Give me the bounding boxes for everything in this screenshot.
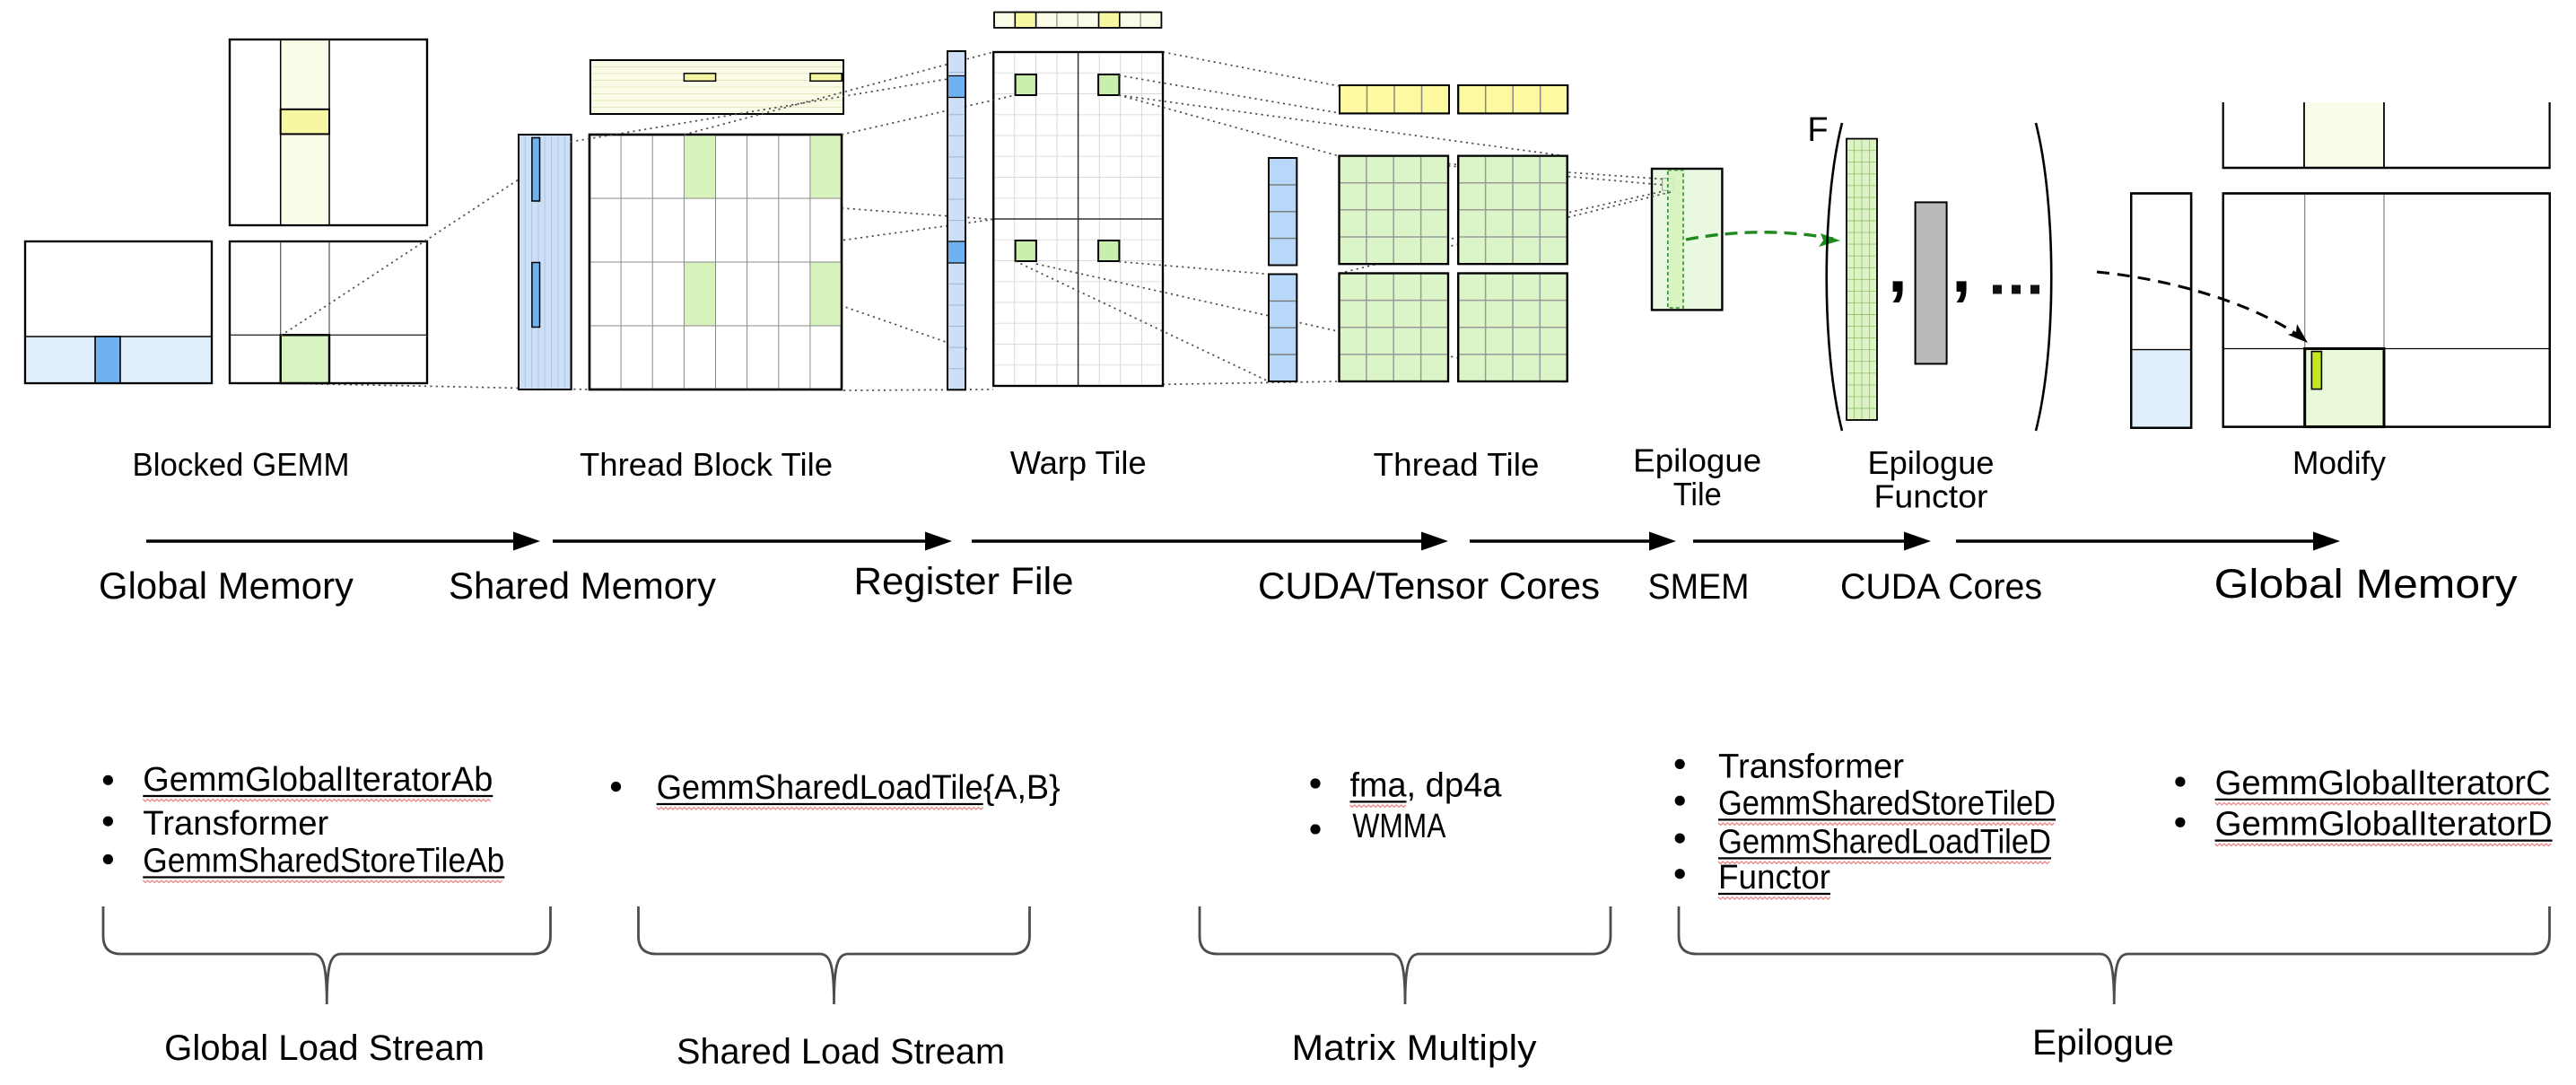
svg-text:Thread Tile: Thread Tile: [1374, 446, 1540, 483]
svg-text:Tile: Tile: [1673, 476, 1722, 512]
svg-text:GemmSharedLoadTile: GemmSharedLoadTile: [657, 769, 983, 807]
svg-text:Shared Memory: Shared Memory: [449, 564, 716, 607]
svg-text:F: F: [1807, 111, 1828, 149]
svg-text:Epilogue: Epilogue: [1633, 442, 1761, 479]
svg-text:Epilogue: Epilogue: [1868, 444, 1995, 481]
svg-text:CUDA Cores: CUDA Cores: [1840, 567, 2042, 607]
svg-text:Global Load Stream: Global Load Stream: [164, 1028, 485, 1068]
svg-text:,: ,: [1888, 228, 1908, 307]
svg-text:Blocked GEMM: Blocked GEMM: [133, 446, 350, 483]
svg-text:Functor: Functor: [1874, 478, 1988, 515]
svg-text:CUDA/Tensor Cores: CUDA/Tensor Cores: [1258, 564, 1600, 607]
svg-text:GemmSharedStoreTileAb: GemmSharedStoreTileAb: [143, 843, 504, 880]
svg-text:GemmSharedLoadTileD: GemmSharedLoadTileD: [1718, 823, 2051, 861]
svg-text:Matrix Multiply: Matrix Multiply: [1292, 1028, 1537, 1068]
svg-text:Shared Load Stream: Shared Load Stream: [677, 1032, 1005, 1072]
svg-text:Register File: Register File: [854, 560, 1074, 603]
svg-text:Warp Tile: Warp Tile: [1010, 444, 1147, 481]
svg-text:Epilogue: Epilogue: [2032, 1023, 2174, 1063]
svg-text:, dp4a: , dp4a: [1407, 766, 1503, 804]
svg-text:,: ,: [1952, 228, 1971, 307]
svg-text:GemmSharedStoreTileD: GemmSharedStoreTileD: [1718, 784, 2056, 822]
svg-text:GemmGlobalIteratorD: GemmGlobalIteratorD: [2215, 806, 2553, 844]
svg-text:SMEM: SMEM: [1648, 567, 1750, 607]
svg-text:{A,B}: {A,B}: [983, 769, 1061, 807]
svg-text:fma: fma: [1350, 766, 1408, 804]
svg-text:Global Memory: Global Memory: [2214, 561, 2519, 607]
svg-text:WMMA: WMMA: [1352, 808, 1446, 845]
svg-text:GemmGlobalIteratorC: GemmGlobalIteratorC: [2215, 765, 2551, 802]
svg-text:Thread Block Tile: Thread Block Tile: [580, 446, 833, 483]
svg-text:GemmGlobalIteratorAb: GemmGlobalIteratorAb: [143, 761, 493, 799]
svg-text:Transformer: Transformer: [143, 805, 328, 843]
svg-text:Transformer: Transformer: [1718, 748, 1904, 786]
svg-text:Modify: Modify: [2292, 444, 2386, 481]
svg-text:Global Memory: Global Memory: [99, 564, 354, 607]
svg-text:Functor: Functor: [1718, 859, 1830, 897]
